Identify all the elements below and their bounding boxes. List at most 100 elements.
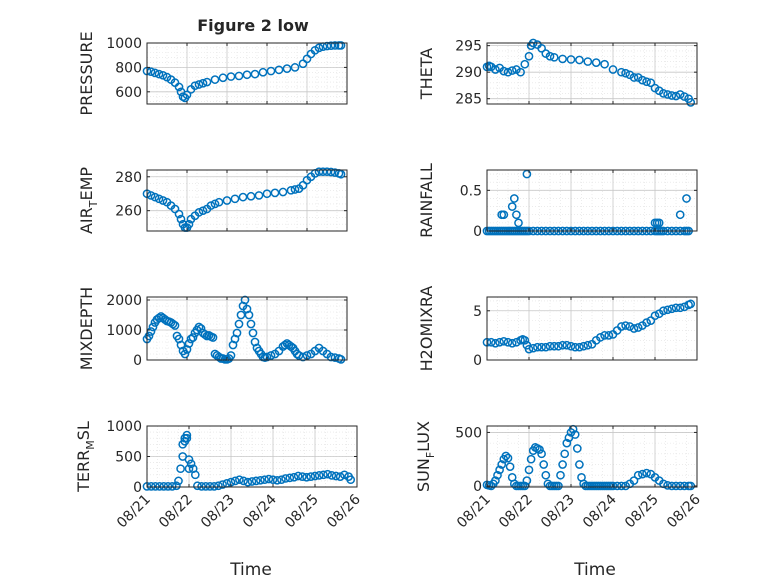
data-point <box>520 481 530 491</box>
data-point <box>182 90 192 100</box>
data-point <box>507 338 517 348</box>
data-point <box>346 475 356 485</box>
data-point <box>205 482 215 491</box>
axes-box <box>486 296 698 361</box>
data-point <box>629 324 639 333</box>
data-point <box>154 69 164 79</box>
axes-box <box>486 425 698 488</box>
data-point <box>264 474 274 484</box>
data-point <box>503 67 513 77</box>
y-tick-label: 0 <box>133 480 142 496</box>
data-point <box>172 481 181 491</box>
y-tick-label: 500 <box>455 425 482 441</box>
data-point <box>486 337 496 347</box>
data-point <box>184 455 194 464</box>
x-tick-label: 08/22 <box>496 492 536 532</box>
y-tick-label: 0.5 <box>460 183 482 199</box>
data-point <box>170 321 180 330</box>
data-point <box>282 64 292 73</box>
data-point <box>330 41 340 50</box>
data-point <box>294 351 304 360</box>
data-point <box>554 481 563 491</box>
x-axis-label-right: Time <box>573 560 616 580</box>
y-tick-label: 1000 <box>106 323 142 339</box>
data-point <box>277 475 286 485</box>
data-point <box>654 218 664 228</box>
data-point <box>314 43 324 53</box>
data-point <box>272 475 282 485</box>
data-point <box>150 192 160 202</box>
data-point <box>583 57 593 66</box>
axes-box <box>486 42 698 105</box>
x-tick-label: 08/23 <box>538 492 578 532</box>
data-point <box>193 481 202 491</box>
data-point <box>522 476 532 485</box>
data-point <box>270 188 280 198</box>
data-point <box>222 196 232 205</box>
data-point <box>146 482 156 491</box>
data-point <box>236 310 246 320</box>
data-point <box>256 475 265 485</box>
data-point <box>246 191 256 201</box>
data-point <box>509 194 519 203</box>
data-point <box>659 89 668 98</box>
data-point <box>174 476 183 486</box>
data-point <box>246 319 256 329</box>
data-point <box>248 328 258 338</box>
data-point <box>663 481 672 490</box>
data-point <box>326 167 336 177</box>
data-point <box>184 464 194 474</box>
y-tick-label: 0 <box>473 479 482 495</box>
data-point <box>663 305 672 315</box>
axes-box <box>146 42 348 105</box>
data-point <box>285 473 295 483</box>
y-axis-label: TERRMSL <box>74 421 97 493</box>
data-point <box>491 338 500 348</box>
x-tick-label: 08/23 <box>198 492 238 532</box>
data-point <box>326 352 336 362</box>
data-point <box>194 322 204 332</box>
data-point <box>184 339 194 348</box>
data-point <box>314 471 324 480</box>
data-point <box>629 476 639 485</box>
data-point <box>491 65 500 74</box>
data-point <box>260 475 269 485</box>
data-point <box>495 465 504 475</box>
data-point <box>298 472 307 481</box>
data-point <box>537 43 546 53</box>
data-point <box>512 210 521 220</box>
y-tick-label: 0 <box>473 353 482 369</box>
data-point <box>625 322 635 331</box>
data-point <box>251 476 261 486</box>
data-point <box>554 341 563 351</box>
data-point <box>612 481 622 491</box>
data-point <box>675 481 685 491</box>
data-point <box>617 322 626 331</box>
y-tick-label: 290 <box>455 65 482 81</box>
subplot-theta: 285 290 295 THETA <box>417 38 698 108</box>
y-tick-label: 0 <box>133 353 142 369</box>
data-point <box>174 82 184 92</box>
data-point <box>520 59 530 69</box>
data-point <box>682 194 691 203</box>
data-point <box>575 55 584 65</box>
x-tick-label: 08/26 <box>324 491 364 531</box>
data-point <box>202 77 212 87</box>
subplot-mixdepth: 0 1000 2000 MIXDEPTH <box>77 287 348 370</box>
y-tick-label: 1000 <box>106 36 142 52</box>
data-point <box>322 41 332 51</box>
data-point <box>155 482 164 491</box>
data-point <box>226 351 236 360</box>
data-point <box>154 313 164 323</box>
y-axis-label: SUNFLUX <box>414 421 437 492</box>
x-tick-label: 08/21 <box>454 492 494 532</box>
data-point <box>562 340 572 350</box>
y-tick-label: 2000 <box>106 293 142 309</box>
data-point <box>306 472 316 481</box>
data-point <box>638 469 647 479</box>
data-point <box>302 472 311 482</box>
data-point <box>331 471 341 481</box>
data-point <box>174 209 184 219</box>
data-point <box>507 66 517 75</box>
data-point <box>621 481 630 491</box>
